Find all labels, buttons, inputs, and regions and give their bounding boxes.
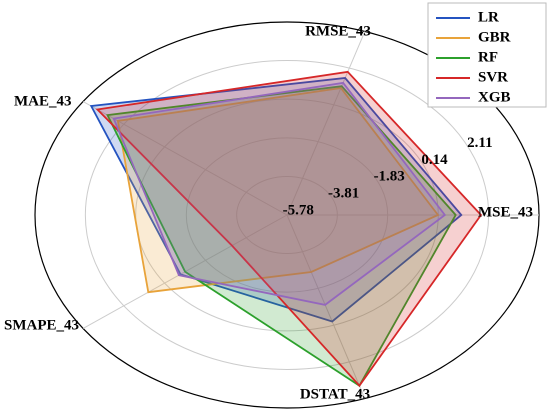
- category-label: RMSE_43: [305, 23, 371, 39]
- legend: LR GBR RF SVR XGB: [427, 2, 547, 108]
- r-tick-label: 0.14: [421, 152, 448, 168]
- r-tick-label: -3.81: [328, 185, 359, 201]
- series-area: [95, 70, 483, 388]
- series-area: [106, 85, 457, 387]
- legend-label: LR: [478, 9, 499, 25]
- category-label: MSE_43: [478, 204, 533, 220]
- legend-label: SVR: [478, 69, 508, 85]
- spoke: [286, 31, 366, 216]
- r-tick-label: -1.83: [374, 169, 405, 185]
- series-area: [116, 87, 440, 294]
- category-label: DSTAT_43: [300, 386, 370, 402]
- areas: [89, 70, 483, 388]
- legend-box: [427, 2, 547, 108]
- series-area: [89, 77, 463, 323]
- legend-label: GBR: [478, 29, 511, 45]
- series-area: [112, 81, 447, 306]
- legend-label: RF: [478, 49, 498, 65]
- labels: -5.78 -3.81 -1.83 0.14 2.11 MSE_43 RMSE_43 MAE_…: [4, 23, 533, 402]
- r-tick-label: 2.11: [467, 135, 492, 151]
- r-tick-label: -5.78: [283, 202, 314, 218]
- category-label: MAE_43: [14, 93, 72, 109]
- legend-label: XGB: [478, 89, 511, 105]
- spoke: [286, 214, 366, 399]
- category-label: SMAPE_43: [4, 317, 79, 333]
